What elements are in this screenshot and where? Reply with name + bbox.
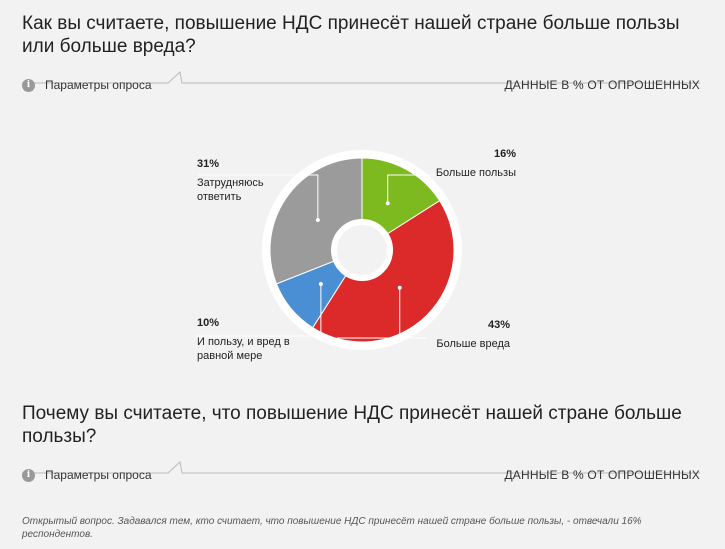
slice-category-label-1: Больше вреда xyxy=(436,338,510,350)
question-1-title: Как вы считаете, повышение НДС принесёт … xyxy=(22,13,680,57)
survey-params-label: Параметры опроса xyxy=(45,78,152,92)
divider xyxy=(22,461,700,474)
leader-line-2 xyxy=(275,284,322,337)
question-2-title: Почему вы считаете, что повышение НДС пр… xyxy=(22,403,682,447)
slice-value-label-3: 31% xyxy=(197,158,219,170)
slice-value-label-2: 10% xyxy=(197,317,219,329)
donut-hole xyxy=(331,219,393,281)
leader-dot-3 xyxy=(315,218,320,223)
data-unit-note-2: ДАННЫЕ В % ОТ ОПРОШЕННЫХ xyxy=(504,468,700,482)
data-unit-note: ДАННЫЕ В % ОТ ОПРОШЕННЫХ xyxy=(504,78,700,92)
survey-params-button-2[interactable]: i Параметры опроса xyxy=(22,468,152,482)
donut-chart: 16% Больше пользы 43% Больше вреда 10% И поль… xyxy=(195,148,516,362)
slice-value-label-0: 16% xyxy=(494,148,516,160)
leader-dot-1 xyxy=(397,285,402,290)
survey-options-bar: i Параметры опроса ДАННЫЕ В % ОТ ОПРОШЕН… xyxy=(22,70,700,98)
question-note: Открытый вопрос. Задавался тем, кто счит… xyxy=(22,516,642,540)
survey-params-label: Параметры опроса xyxy=(45,468,152,482)
slice-category-label-0: Больше пользы xyxy=(436,167,516,179)
divider xyxy=(22,71,700,84)
survey-params-button[interactable]: i Параметры опроса xyxy=(22,78,152,92)
leader-line-3 xyxy=(278,174,319,221)
info-icon: i xyxy=(22,468,35,482)
info-icon: i xyxy=(22,78,35,92)
survey-options-bar-2: i Параметры опроса ДАННЫЕ В % ОТ ОПРОШЕН… xyxy=(22,460,700,488)
slice-category-label-3: Затрудняюсь ответить xyxy=(197,177,264,203)
slice-category-label-2: И пользу, и вред в равной мере xyxy=(197,336,290,362)
leader-dot-0 xyxy=(385,201,390,206)
donut-chart-area: 16% Больше пользы 43% Больше вреда 10% И поль… xyxy=(195,148,516,362)
leader-dot-2 xyxy=(318,282,323,287)
slice-value-label-1: 43% xyxy=(488,319,510,331)
